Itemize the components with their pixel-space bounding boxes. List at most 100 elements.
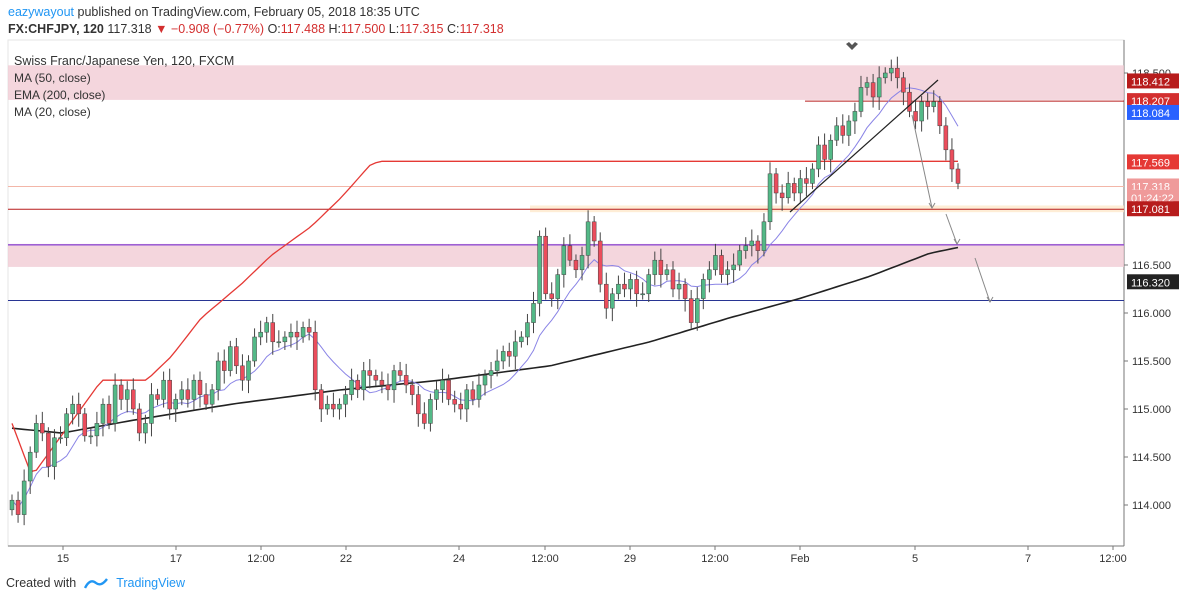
open-value: 117.488	[280, 22, 326, 36]
y-tick-label: 115.500	[1132, 356, 1171, 368]
candle-body	[70, 403, 75, 415]
candle-body	[246, 360, 251, 381]
legend-ma50[interactable]: MA (50, close)	[14, 71, 91, 85]
price-label: 118.412	[1131, 76, 1170, 88]
candle-body	[870, 82, 876, 98]
candle-body	[573, 259, 579, 271]
y-tick-label: 114.500	[1132, 452, 1171, 464]
candle-body	[300, 327, 306, 338]
x-tick-label: 12:00	[247, 553, 275, 565]
candle-body	[622, 283, 627, 290]
candle-body	[361, 370, 366, 391]
y-tick-label: 116.500	[1132, 260, 1171, 272]
candle-body	[519, 336, 524, 343]
candle-body	[337, 403, 342, 410]
candle-body	[124, 389, 130, 400]
candle-body	[234, 346, 239, 367]
x-tick-label: Feb	[791, 553, 810, 565]
projection-arrow-1	[945, 213, 958, 245]
footer: Created with TradingView	[6, 576, 185, 590]
legend-ma20[interactable]: MA (20, close)	[14, 105, 91, 119]
candle-body	[15, 499, 21, 515]
candle-body	[767, 173, 773, 223]
candle-body	[282, 336, 288, 343]
chart-legend: Swiss Franc/Japanese Yen, 120, FXCM MA (…	[14, 53, 234, 121]
x-tick-label: 17	[170, 553, 182, 565]
high-label: H:	[328, 22, 342, 36]
candle-body	[179, 389, 185, 400]
projection-arrowhead-2	[986, 296, 994, 303]
candle-body	[88, 435, 94, 438]
tradingview-brand[interactable]: TradingView	[116, 576, 185, 590]
candle-body	[864, 82, 870, 88]
candle-body	[276, 341, 282, 344]
candle-body	[507, 351, 512, 357]
candle-body	[798, 178, 803, 194]
candle-body	[876, 77, 882, 98]
candle-body	[373, 375, 379, 381]
x-tick-label: 24	[453, 553, 465, 565]
candle-body	[537, 235, 542, 304]
candle-body	[422, 413, 427, 424]
y-tick-label: 116.000	[1132, 308, 1171, 320]
zone-0	[8, 65, 1124, 100]
candle-body	[658, 259, 664, 275]
candle-body	[531, 303, 536, 323]
x-tick-label: 7	[1025, 553, 1031, 565]
candle-body	[319, 389, 324, 410]
candle-body	[731, 264, 736, 271]
price-label-bg	[1127, 104, 1179, 120]
candle-body	[27, 451, 33, 482]
x-tick-label: 5	[912, 553, 918, 565]
candle-body	[937, 101, 943, 127]
candle-body	[40, 423, 45, 434]
candle-body	[882, 72, 888, 79]
candle-body	[852, 111, 858, 122]
candle-body	[173, 399, 178, 410]
candle-body	[82, 413, 88, 437]
candle-body	[349, 379, 354, 395]
tradingview-logo-icon	[84, 578, 109, 589]
candle-body	[725, 269, 730, 275]
candle-body	[9, 499, 15, 511]
projection-arrow-2	[974, 257, 991, 303]
chevron-down-icon	[846, 42, 858, 50]
candle-body	[46, 432, 51, 467]
price-label-bg	[1127, 189, 1179, 205]
x-tick-label: 22	[340, 553, 352, 565]
candle-body	[185, 389, 191, 400]
price-label: 118.084	[1131, 108, 1170, 120]
candle-body	[149, 394, 154, 424]
candle-body	[694, 298, 700, 323]
candle-body	[191, 379, 197, 400]
candle-body	[755, 240, 761, 251]
candle-body	[252, 336, 257, 362]
author-link[interactable]: eazywayout	[8, 5, 75, 19]
candle-body	[240, 365, 245, 381]
candle-body	[682, 283, 688, 299]
candle-body	[464, 389, 470, 410]
low-label: L:	[388, 22, 400, 36]
candle-body	[828, 139, 833, 160]
chart-header: eazywayout published on TradingView.com,…	[8, 4, 504, 38]
projection-arrowhead-0	[928, 202, 936, 209]
candle-body	[379, 379, 385, 386]
candle-body	[112, 384, 118, 424]
candle-body	[325, 403, 330, 410]
legend-ema200[interactable]: EMA (200, close)	[14, 88, 106, 102]
candle-body	[591, 221, 597, 242]
candle-body	[228, 346, 233, 371]
candle-body	[470, 389, 476, 400]
ma50-line	[11, 160, 958, 473]
candle-body	[343, 394, 348, 405]
candle-body	[543, 235, 548, 295]
x-tick-label: 29	[624, 553, 636, 565]
candle-body	[58, 437, 63, 440]
published-text: published on TradingView.com, February 0…	[77, 5, 420, 19]
candle-body	[106, 403, 112, 424]
candle-body	[804, 178, 809, 184]
projection-arrow-0	[911, 114, 933, 209]
price-label: 116.320	[1131, 277, 1170, 289]
